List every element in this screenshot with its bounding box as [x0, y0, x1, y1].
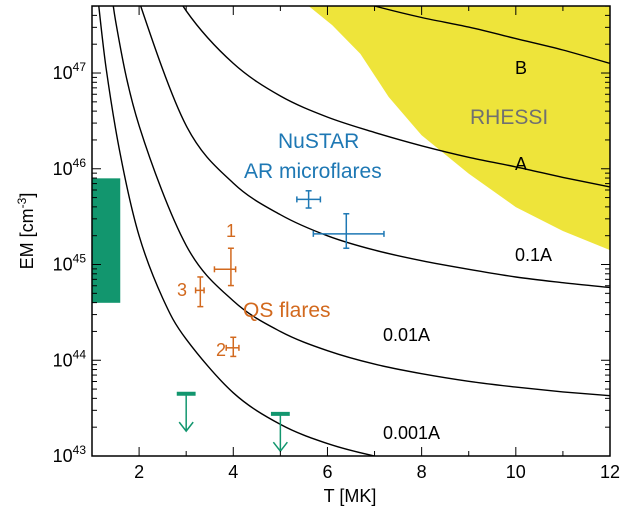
x-tick-label: 12	[600, 462, 620, 482]
y-axis-label: EM [cm-3]	[15, 193, 37, 270]
y-tick-label-base: 10	[53, 446, 73, 466]
y-tick-label-base: 10	[53, 350, 73, 370]
qs-point-2	[225, 336, 240, 358]
model-curves	[98, 6, 610, 456]
rhessi-region	[308, 6, 610, 251]
x-tick-label: 10	[506, 462, 526, 482]
y-axis-label-exponent: -3	[15, 197, 29, 208]
qs-point-label-2: 2	[216, 340, 226, 360]
curve-label-0-001a: 0.001A	[383, 423, 440, 443]
qs-point-0	[213, 247, 237, 287]
nustar-data-points	[296, 190, 385, 249]
qs-point-1	[194, 276, 205, 308]
y-tick-label: 1043	[53, 443, 87, 466]
x-axis-label: T [MK]	[324, 486, 377, 506]
nustar-point-1	[312, 213, 385, 249]
green-band	[92, 178, 121, 303]
curve-label-0-1a: 0.1A	[515, 245, 552, 265]
upper-limit-1	[270, 411, 290, 453]
green-upper-limits	[176, 391, 290, 453]
y-tick-label-exponent: 47	[73, 60, 87, 74]
plot-area	[92, 6, 610, 456]
upper-limit-0	[176, 391, 196, 433]
x-tick-label: 4	[228, 462, 238, 482]
y-tick-label-base: 10	[53, 63, 73, 83]
y-tick-label: 1044	[53, 347, 87, 370]
curve-1	[182, 6, 610, 188]
curve-label-b: B	[515, 58, 527, 78]
y-tick-label-exponent: 44	[73, 347, 87, 361]
curve-4	[98, 6, 378, 456]
qs-flares-label: QS flares	[243, 299, 331, 322]
y-axis-label-close: ]	[17, 193, 37, 198]
upper-limit-arrowhead-0	[178, 421, 194, 433]
curve-3	[112, 6, 610, 397]
x-tick-label: 2	[134, 462, 144, 482]
plot-frame	[91, 5, 611, 457]
y-tick-label-base: 10	[53, 255, 73, 275]
nustar-label-line2: AR microflares	[244, 160, 382, 183]
rhessi-label: RHESSI	[470, 106, 548, 129]
y-tick-label: 1045	[53, 252, 87, 275]
nustar-label-line1: NuSTAR	[278, 130, 359, 153]
curve-2	[139, 6, 610, 289]
x-tick-label: 6	[322, 462, 332, 482]
qs-point-label-1: 1	[226, 221, 236, 241]
curve-label-a: A	[515, 154, 527, 174]
y-tick-label-base: 10	[53, 159, 73, 179]
y-tick-label-exponent: 43	[73, 443, 87, 457]
qs-data-points	[194, 247, 240, 358]
y-tick-label: 1046	[53, 156, 87, 179]
curve-label-0-01a: 0.01A	[383, 325, 430, 345]
y-tick-label-exponent: 46	[73, 156, 87, 170]
y-tick-label-exponent: 45	[73, 252, 87, 266]
qs-point-label-3: 3	[177, 280, 187, 300]
nustar-point-0	[296, 190, 322, 209]
y-axis-label-main: EM [cm	[17, 208, 37, 269]
y-tick-label: 1047	[53, 60, 87, 83]
x-axis-ticks: 2 4 6 8 10 12	[91, 6, 620, 482]
curve-0	[371, 6, 610, 65]
x-tick-label: 8	[417, 462, 427, 482]
